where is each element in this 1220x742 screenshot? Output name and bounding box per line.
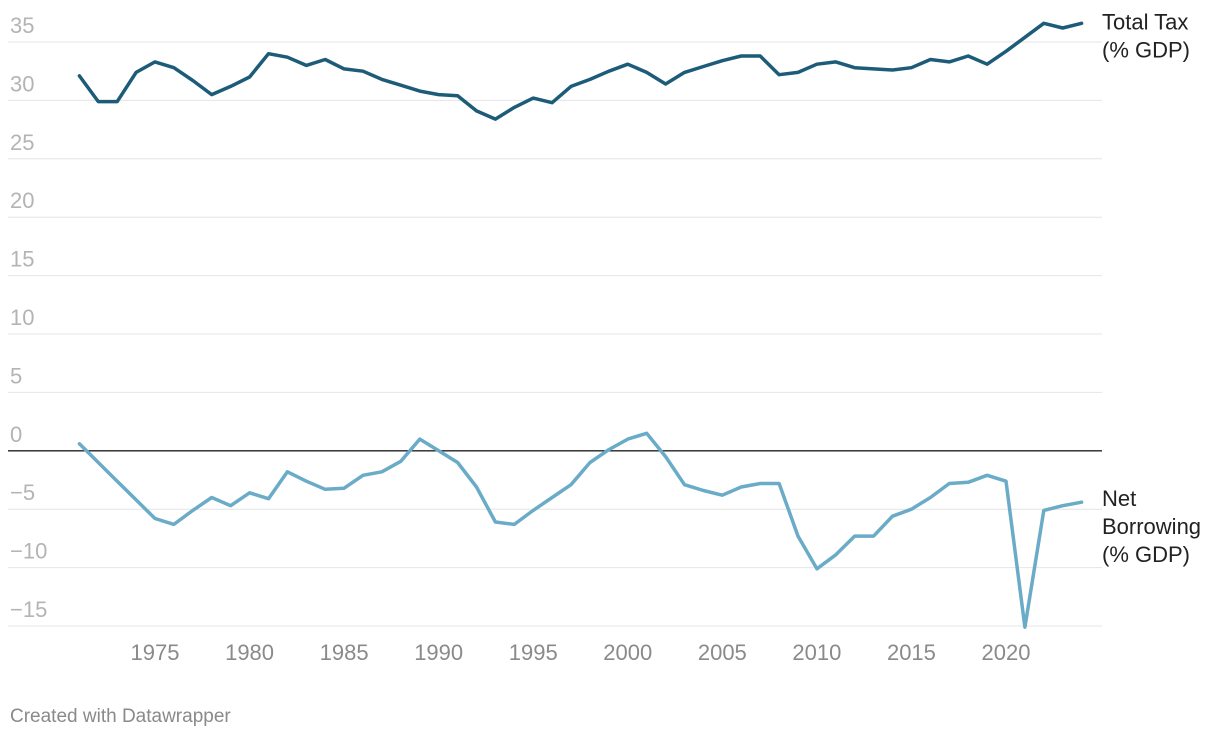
y-tick-label: −15 — [10, 597, 47, 622]
gridlines — [8, 41, 1102, 627]
x-tick-label: 1995 — [509, 640, 558, 665]
y-tick-label: 10 — [10, 305, 34, 330]
x-tick-label: 1990 — [414, 640, 463, 665]
y-tick-label: 30 — [10, 71, 34, 96]
x-tick-label: 2000 — [603, 640, 652, 665]
y-tick-label: 20 — [10, 188, 34, 213]
x-tick-label: 1980 — [225, 640, 274, 665]
datawrapper-credit: Created with Datawrapper — [10, 706, 231, 727]
total-tax-label: Total Tax (% GDP) — [1102, 9, 1190, 62]
x-axis-tick-labels: 1975 1980 1985 1990 1995 2000 2005 2010 2015 2020 — [131, 640, 1031, 665]
x-tick-label: 1975 — [131, 640, 180, 665]
y-tick-label: 0 — [10, 422, 22, 447]
y-tick-label: 5 — [10, 363, 22, 388]
x-tick-label: 2020 — [982, 640, 1031, 665]
series-lines — [77, 21, 1084, 629]
net-borrowing-line — [77, 431, 1084, 629]
x-tick-label: 2010 — [792, 640, 841, 665]
series-labels: Total Tax (% GDP) Net Borrowing (% GDP) — [1102, 9, 1201, 567]
y-axis-tick-labels: 35 30 25 20 15 10 5 0 −5 −10 −15 — [10, 13, 47, 622]
y-tick-label: −10 — [10, 539, 47, 564]
x-tick-label: 2005 — [698, 640, 747, 665]
net-borrowing-label: Net Borrowing (% GDP) — [1102, 486, 1201, 567]
total-tax-line — [77, 21, 1084, 121]
y-tick-label: 15 — [10, 247, 34, 272]
y-tick-label: −5 — [10, 480, 35, 505]
x-tick-label: 1985 — [320, 640, 369, 665]
y-tick-label: 25 — [10, 130, 34, 155]
x-tick-label: 2015 — [887, 640, 936, 665]
y-tick-label: 35 — [10, 13, 34, 38]
